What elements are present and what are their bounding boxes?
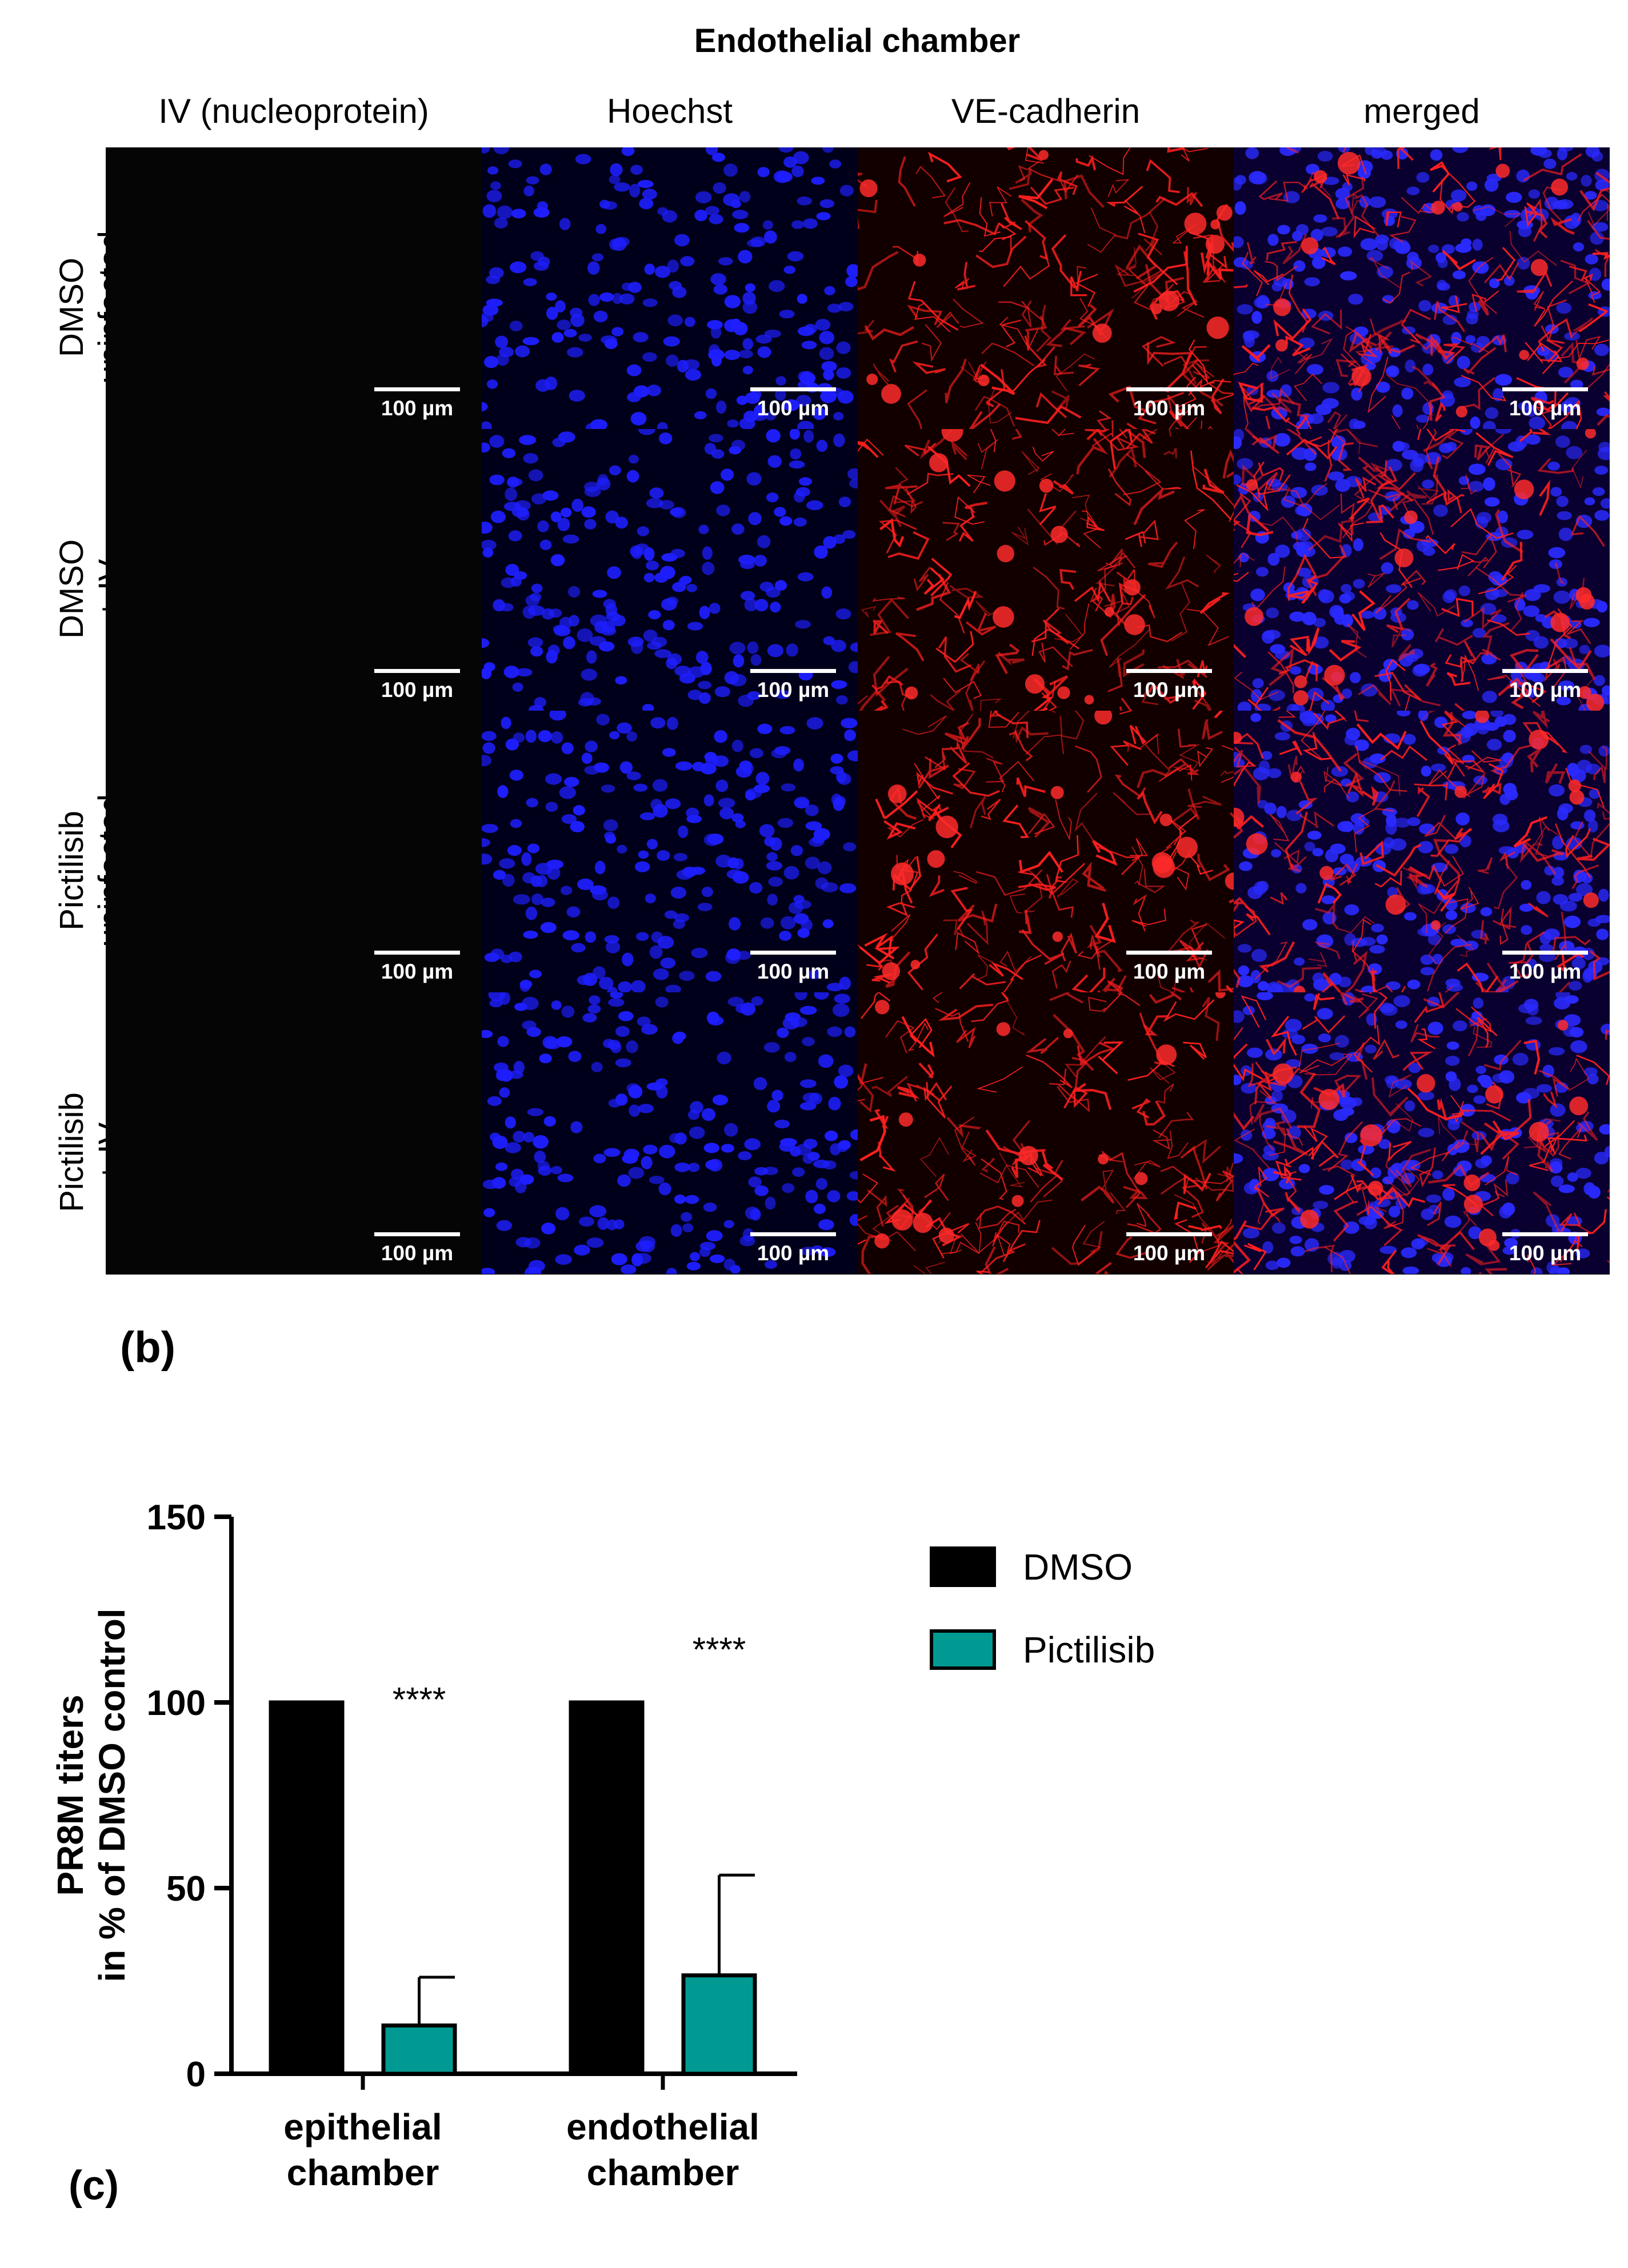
row-label-line1: DMSO	[53, 539, 90, 639]
micrograph-vecadherin-row4: 100 µm	[858, 992, 1234, 1274]
scale-bar	[374, 951, 460, 955]
column-label-hoechst: Hoechst	[606, 92, 733, 130]
scale-bar	[1502, 1232, 1588, 1236]
panel-label-c: (c)	[69, 2163, 119, 2209]
x-tick-label-line1: endothelial	[566, 2106, 759, 2147]
scale-bar-label: 100 µm	[1509, 1241, 1582, 1265]
scale-bar	[750, 669, 836, 673]
scale-bar-label: 100 µm	[381, 396, 454, 420]
scale-bar-label: 100 µm	[1509, 678, 1582, 702]
scale-bar	[374, 387, 460, 391]
scale-bar-label: 100 µm	[757, 396, 830, 420]
scale-bar-label: 100 µm	[1133, 960, 1206, 983]
scale-bar-label: 100 µm	[381, 1241, 454, 1265]
scale-bar	[1126, 1232, 1212, 1236]
micrograph-hoechst-row1: 100 µm	[482, 147, 858, 429]
bar-pictilisib-2	[681, 1973, 757, 2076]
significance-annotation: ****	[693, 1630, 746, 1669]
legend-label-dmso: DMSO	[1023, 1546, 1133, 1588]
scale-bar	[750, 387, 836, 391]
y-tick-label: 0	[186, 2055, 206, 2094]
scale-bar	[374, 669, 460, 673]
scale-bar	[750, 951, 836, 955]
x-tick-label-line2: chamber	[287, 2152, 439, 2193]
microscopy-grid: 100 µm 100 µm 100 µm 100 µm 100 µm 100 µm 100 …	[106, 147, 1610, 1275]
scale-bar	[750, 1232, 836, 1236]
scale-bar-label: 100 µm	[381, 960, 454, 983]
scale-bar	[1502, 669, 1588, 673]
scale-bar-label: 100 µm	[757, 960, 830, 983]
bar-dmso-2	[569, 1700, 645, 2076]
scale-bar-label: 100 µm	[757, 1241, 830, 1265]
micrograph-iv-row1: 100 µm	[106, 147, 482, 429]
scale-bar	[1126, 669, 1212, 673]
micrograph-merged-row1: 100 µm	[1234, 147, 1610, 429]
micrograph-iv-row4: 100 µm	[106, 992, 482, 1274]
y-tick-label: 150	[147, 1498, 206, 1537]
scale-bar	[1502, 387, 1588, 391]
scale-bar-label: 100 µm	[1133, 1241, 1206, 1265]
micrograph-hoechst-row4: 100 µm	[482, 992, 858, 1274]
y-tick-label: 50	[166, 1869, 206, 1909]
y-axis-label-line1: PR8M titers	[50, 1694, 91, 1896]
panel-label-b: (b)	[120, 1323, 176, 1372]
scale-bar-label: 100 µm	[381, 678, 454, 702]
micrograph-iv-row2: 100 µm	[106, 429, 482, 711]
scale-bar-label: 100 µm	[1509, 960, 1582, 983]
micrograph-hoechst-row2: 100 µm	[482, 429, 858, 711]
micrograph-vecadherin-row1: 100 µm	[858, 147, 1234, 429]
column-label-iv: IV (nucleoprotein)	[158, 92, 429, 130]
micrograph-hoechst-row3: 100 µm	[482, 711, 858, 992]
y-axis-label-line2: in % of DMSO control	[91, 1608, 133, 1982]
scale-bar-label: 100 µm	[757, 678, 830, 702]
scale-bar-label: 100 µm	[1509, 396, 1582, 420]
y-tick-label: 100	[147, 1684, 206, 1723]
legend-label-pictilisib: Pictilisib	[1023, 1629, 1155, 1670]
bar-chart: 0 50 100 150 PR8M titers in % of DMSO control…	[50, 1498, 1155, 2209]
row-label-line1: Pictilisib	[53, 811, 90, 931]
scale-bar	[1502, 951, 1588, 955]
micrograph-vecadherin-row2: 100 µm	[858, 429, 1234, 711]
scale-bar	[374, 1232, 460, 1236]
legend-swatch-dmso	[930, 1546, 996, 1587]
significance-annotation: ****	[393, 1681, 446, 1719]
micrograph-merged-row3: 100 µm	[1234, 711, 1610, 992]
micrograph-vecadherin-row3: 100 µm	[858, 711, 1234, 992]
micrograph-merged-row4: 100 µm	[1234, 992, 1610, 1274]
row-label-line1: DMSO	[53, 258, 90, 357]
bar-pictilisib-1	[381, 2023, 457, 2076]
scale-bar	[1126, 387, 1212, 391]
micrograph-iv-row3: 100 µm	[106, 711, 482, 992]
figure-title: Endothelial chamber	[694, 22, 1021, 59]
x-tick-label-line2: chamber	[587, 2152, 739, 2193]
x-tick-label-line1: epithelial	[283, 2106, 442, 2147]
column-label-merged: merged	[1363, 92, 1480, 130]
column-label-ve-cadherin: VE-cadherin	[951, 92, 1141, 130]
legend-swatch-pictilisib	[930, 1629, 996, 1670]
row-label-line1: Pictilisib	[53, 1092, 90, 1212]
bar-dmso-1	[269, 1700, 345, 2076]
scale-bar-label: 100 µm	[1133, 396, 1206, 420]
scale-bar-label: 100 µm	[1133, 678, 1206, 702]
micrograph-merged-row2: 100 µm	[1234, 429, 1610, 711]
scale-bar	[1126, 951, 1212, 955]
